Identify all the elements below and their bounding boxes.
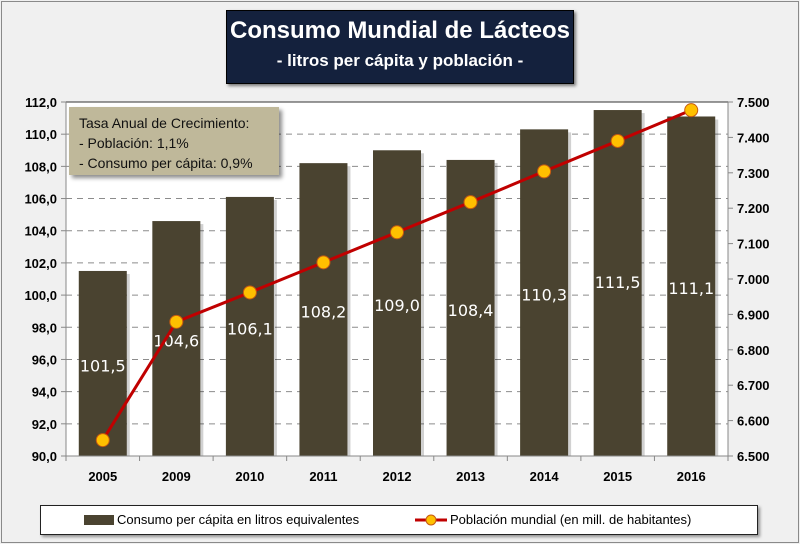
x-axis-tick-label: 2016 — [677, 469, 706, 484]
bar-data-label: 106,1 — [227, 319, 273, 338]
bar — [520, 129, 569, 456]
x-axis-tick-label: 2005 — [88, 469, 117, 484]
left-axis-tick-label: 106,0 — [24, 192, 57, 207]
legend-line-label: Población mundial (en mill. de habitante… — [450, 512, 692, 527]
population-marker — [242, 285, 257, 300]
population-marker — [537, 164, 552, 179]
population-marker — [463, 195, 478, 210]
note-line-3: - Consumo per cápita: 0,9% — [79, 155, 253, 171]
bar-data-label: 111,1 — [668, 279, 714, 298]
legend-item-line: Población mundial (en mill. de habitante… — [415, 512, 691, 527]
legend-bars-label: Consumo per cápita en litros equivalente… — [117, 512, 360, 527]
left-axis-tick-label: 108,0 — [24, 159, 57, 174]
bar — [78, 270, 127, 456]
left-axis-tick-label: 90,0 — [32, 449, 57, 464]
left-axis-tick-label: 112,0 — [25, 95, 57, 110]
legend: Consumo per cápita en litros equivalente… — [40, 505, 758, 535]
left-axis-tick-label: 96,0 — [32, 352, 57, 367]
bar-data-label: 109,0 — [374, 296, 420, 315]
bar — [667, 116, 716, 457]
x-axis-tick-label: 2014 — [530, 469, 560, 484]
bar — [225, 196, 274, 456]
left-axis-tick-label: 98,0 — [32, 320, 57, 335]
population-marker — [390, 225, 404, 240]
chart-title-box: Consumo Mundial de Lácteos - litros per … — [226, 10, 574, 84]
right-axis-tick-label: 6.600 — [737, 414, 770, 429]
note-line-1: Tasa Anual de Crecimiento: — [79, 115, 250, 131]
population-marker — [169, 314, 184, 329]
x-axis-tick-label: 2010 — [235, 469, 264, 484]
bar — [373, 150, 421, 457]
legend-bar-swatch — [84, 514, 114, 525]
bar-data-label: 111,5 — [595, 273, 641, 292]
right-axis-tick-label: 7.200 — [737, 201, 770, 216]
population-marker — [684, 103, 699, 118]
left-axis-tick-label: 92,0 — [32, 417, 57, 432]
right-axis-tick-label: 7.300 — [737, 166, 770, 181]
legend-line-marker-icon — [415, 514, 447, 525]
population-marker — [610, 133, 625, 148]
x-axis-tick-label: 2011 — [309, 469, 337, 484]
right-axis-tick-label: 7.100 — [737, 237, 770, 252]
chart-subtitle: - litros per cápita y población - — [276, 51, 524, 70]
right-axis-tick-label: 7.000 — [737, 272, 770, 287]
bar-data-label: 104,6 — [153, 332, 199, 351]
growth-rate-note: Tasa Anual de Crecimiento: - Población: … — [69, 107, 279, 175]
x-axis-tick-label: 2009 — [162, 469, 191, 484]
right-axis-tick-label: 6.900 — [737, 307, 770, 322]
population-marker — [316, 255, 331, 270]
left-axis-tick-label: 110,0 — [25, 127, 57, 142]
bar-data-label: 101,5 — [80, 356, 126, 375]
left-axis-tick-label: 94,0 — [32, 385, 57, 400]
right-axis-tick-label: 6.800 — [737, 343, 770, 358]
bar-data-label: 108,4 — [448, 301, 494, 320]
right-axis-tick-label: 6.700 — [737, 378, 770, 393]
bar — [593, 110, 642, 456]
note-line-2: - Población: 1,1% — [79, 135, 189, 151]
x-axis-tick-label: 2015 — [603, 469, 632, 484]
bar — [299, 163, 348, 457]
right-axis-tick-label: 7.500 — [737, 95, 770, 110]
left-axis-tick-label: 104,0 — [24, 224, 57, 239]
chart-title: Consumo Mundial de Lácteos — [229, 17, 571, 44]
left-axis-tick-label: 100,0 — [24, 288, 57, 303]
bar-data-label: 108,2 — [301, 303, 347, 322]
right-axis-tick-label: 6.500 — [737, 449, 770, 464]
x-axis-tick-label: 2012 — [383, 469, 412, 484]
legend-item-bars: Consumo per cápita en litros equivalente… — [84, 512, 359, 527]
right-axis-tick-label: 7.400 — [737, 130, 770, 145]
bar — [152, 221, 201, 456]
left-axis-tick-label: 102,0 — [24, 256, 57, 271]
x-axis-tick-label: 2013 — [456, 469, 485, 484]
bar-data-label: 110,3 — [521, 286, 567, 305]
population-marker — [95, 433, 110, 448]
